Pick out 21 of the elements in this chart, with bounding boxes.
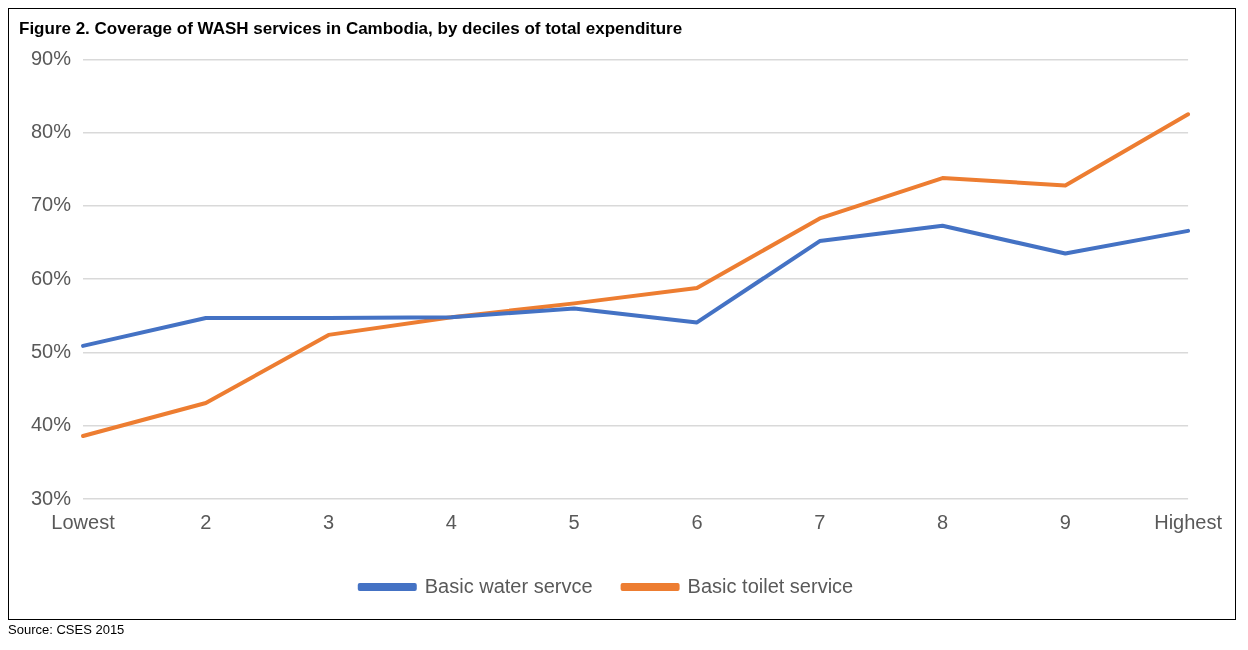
y-tick-label: 80% [31, 120, 72, 143]
legend-label: Basic water servce [424, 574, 593, 597]
x-tick-label: 6 [691, 510, 703, 533]
x-tick-label: Lowest [51, 510, 116, 533]
x-tick-label: Highest [1154, 510, 1223, 533]
x-tick-label: 2 [200, 510, 212, 533]
y-tick-label: 60% [31, 266, 72, 289]
source-note: Source: CSES 2015 [8, 622, 126, 637]
chart-title: Figure 2. Coverage of WASH services in Cambodia, by deciles of total expenditure [19, 18, 683, 38]
x-tick-label: 5 [568, 510, 580, 533]
x-tick-label: 9 [1059, 510, 1071, 533]
x-tick-label: 8 [936, 510, 949, 533]
y-tick-label: 50% [31, 339, 72, 362]
y-tick-label: 70% [31, 193, 72, 216]
y-tick-label: 90% [31, 46, 72, 69]
x-tick-label: 3 [323, 510, 335, 533]
legend-label: Basic toilet service [687, 574, 854, 597]
x-tick-label: 4 [445, 510, 457, 533]
y-tick-label: 40% [31, 413, 72, 436]
y-tick-label: 30% [31, 486, 72, 509]
x-tick-label: 7 [814, 510, 826, 533]
